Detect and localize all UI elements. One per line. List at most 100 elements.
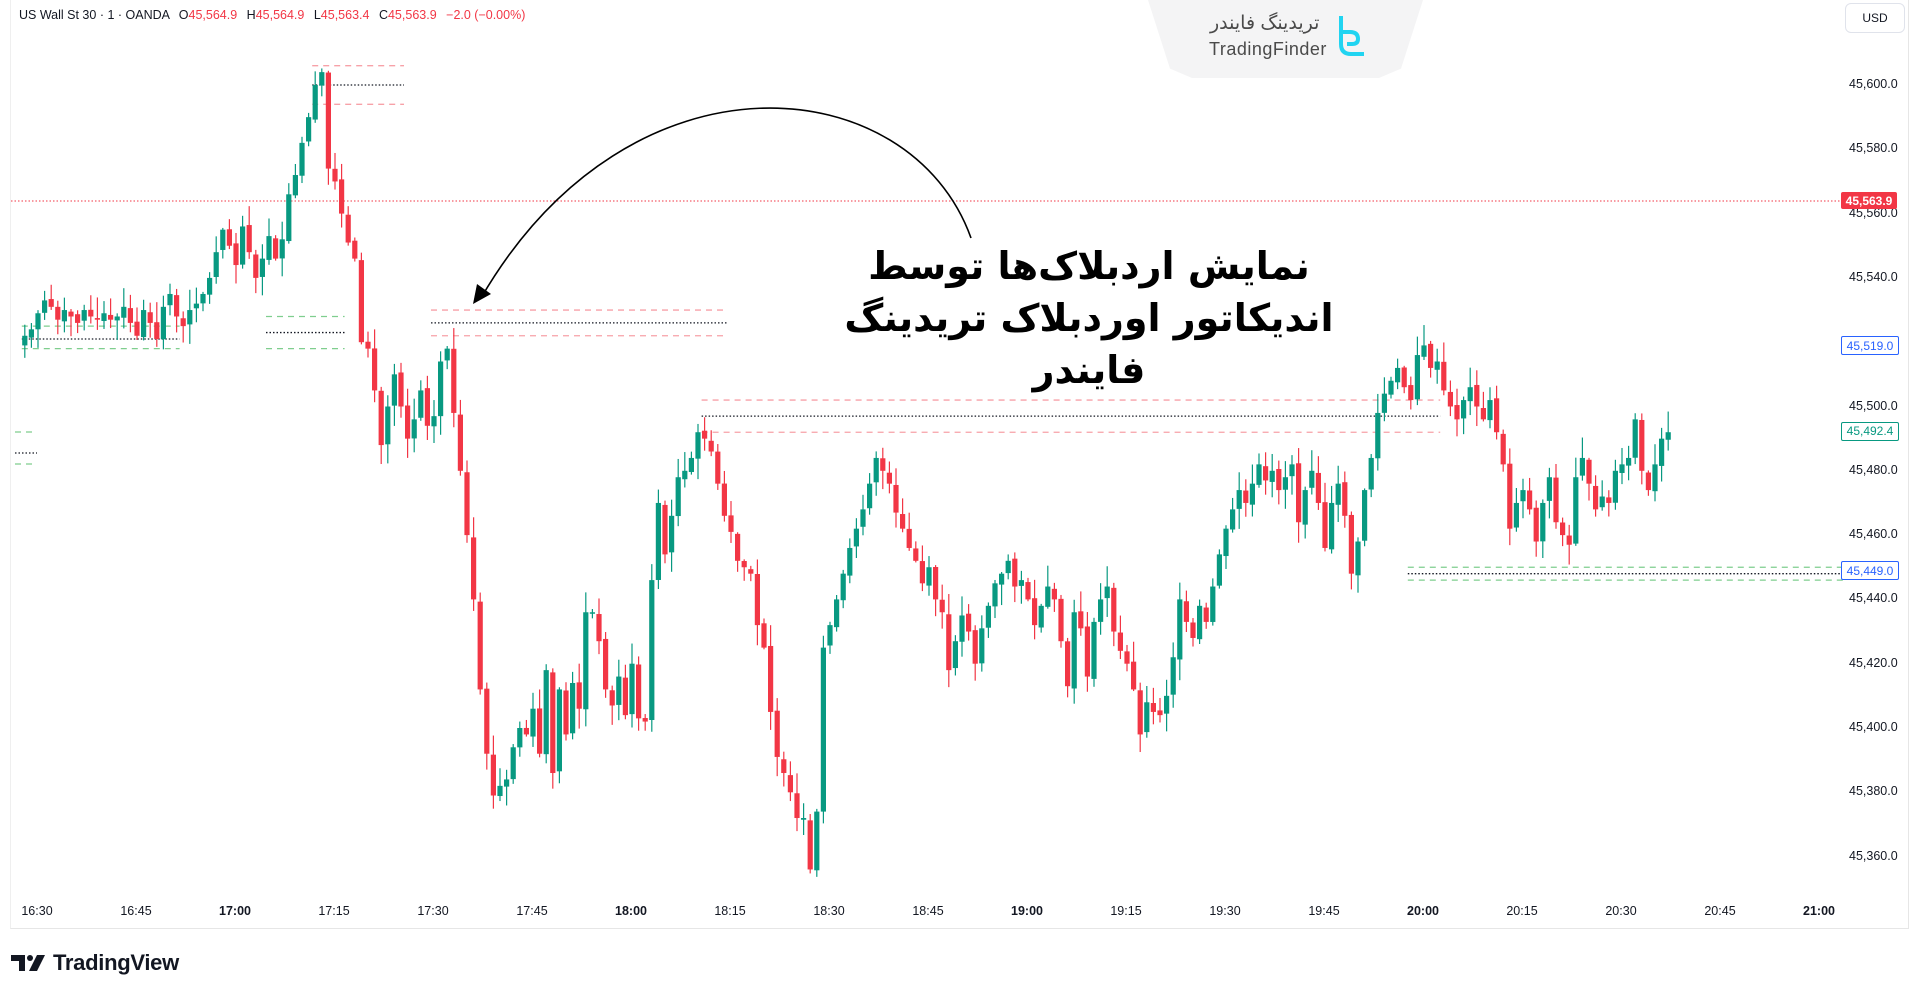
candle	[754, 559, 760, 646]
candle	[1065, 637, 1071, 698]
candle	[926, 556, 932, 596]
chart-pane[interactable]	[10, 0, 1909, 929]
time-tick: 19:45	[1308, 904, 1340, 918]
candle	[1586, 457, 1592, 501]
candle	[1421, 325, 1427, 360]
candle	[735, 532, 741, 572]
candle	[365, 331, 371, 358]
candle	[1315, 456, 1321, 510]
broker: OANDA	[125, 8, 170, 22]
bullish-order-block-partial	[15, 431, 37, 465]
time-tick: 20:15	[1506, 904, 1538, 918]
candle	[999, 572, 1005, 606]
symbol-name: US Wall St 30	[19, 8, 97, 22]
candle	[589, 608, 595, 619]
candle	[972, 625, 978, 681]
currency-button[interactable]: USD	[1845, 3, 1905, 33]
candle	[438, 351, 444, 435]
candle	[1032, 579, 1038, 640]
candle	[385, 395, 391, 464]
candle	[1071, 599, 1077, 704]
candle	[867, 473, 873, 515]
candle	[213, 236, 219, 284]
candle	[1467, 367, 1473, 416]
candle	[451, 328, 457, 428]
candle	[728, 501, 734, 543]
time-tick: 20:45	[1704, 904, 1736, 918]
candle	[939, 584, 945, 629]
candle	[391, 363, 397, 426]
candle	[675, 458, 681, 527]
candle	[411, 398, 417, 453]
candle	[1579, 437, 1585, 481]
candle	[114, 313, 120, 340]
candle	[1388, 376, 1394, 399]
candle	[570, 671, 576, 740]
annotation-text: نمایش اردبلاک‌ها توسط اندیکاتور اوردبلاک…	[800, 240, 1378, 396]
candle	[893, 468, 899, 528]
candle	[1289, 455, 1295, 495]
symbol-legend[interactable]: US Wall St 30 · 1 · OANDA O45,564.9 H45,…	[19, 8, 526, 22]
tradingfinder-logo-icon	[1339, 16, 1364, 56]
candle	[378, 386, 384, 465]
candle	[1434, 348, 1440, 384]
candle	[484, 682, 490, 770]
bullish-order-block[interactable]	[21, 325, 180, 350]
candle	[1302, 486, 1308, 539]
candlestick-plot[interactable]	[11, 0, 1908, 928]
candle	[147, 302, 153, 338]
candle	[1216, 549, 1222, 589]
price-tick: 45,480.0	[1849, 462, 1898, 477]
candle	[1197, 599, 1203, 644]
candle	[708, 430, 714, 457]
bullish-order-block[interactable]	[1407, 566, 1843, 581]
candle	[1480, 391, 1486, 422]
candle	[345, 206, 351, 246]
candle	[1183, 590, 1189, 633]
candle	[1454, 388, 1460, 437]
candle	[1058, 594, 1064, 648]
candle	[226, 219, 232, 250]
time-tick: 18:15	[714, 904, 746, 918]
candle	[279, 221, 285, 277]
time-tick: 16:30	[21, 904, 53, 918]
candle	[1276, 460, 1282, 505]
candle	[1223, 525, 1229, 570]
candle	[985, 602, 991, 638]
candle	[761, 618, 767, 650]
time-tick: 21:00	[1803, 904, 1835, 918]
price-tag: 45,492.4	[1841, 421, 1899, 441]
candle	[814, 808, 820, 877]
tradingview-logo[interactable]: TradingView	[11, 950, 179, 976]
annotation-line-1: نمایش اردبلاک‌ها توسط	[868, 244, 1310, 288]
candle	[1487, 387, 1493, 429]
candle	[1494, 385, 1500, 440]
candle	[127, 294, 133, 333]
candle	[748, 565, 754, 582]
candle	[352, 237, 358, 262]
price-tick: 45,400.0	[1849, 720, 1898, 734]
candle	[48, 284, 54, 310]
candle	[933, 565, 939, 617]
price-tick: 45,600.0	[1849, 77, 1898, 91]
candle	[1348, 511, 1354, 590]
candle	[1124, 644, 1130, 672]
close-value: 45,563.9	[387, 8, 437, 22]
bearish-order-block[interactable]	[431, 309, 728, 337]
candle	[596, 598, 602, 655]
candle	[1210, 578, 1216, 626]
candle	[1500, 429, 1506, 472]
candle	[721, 470, 727, 522]
candle	[1408, 376, 1414, 410]
bullish-order-block[interactable]	[266, 315, 345, 350]
candle	[886, 461, 892, 494]
candle	[952, 635, 958, 676]
candle	[946, 594, 952, 688]
candle	[715, 444, 721, 490]
candle	[286, 183, 292, 244]
bearish-order-block[interactable]	[701, 399, 1441, 433]
candle	[1461, 396, 1467, 435]
candle	[768, 625, 774, 730]
candle	[1441, 342, 1447, 396]
candle	[1078, 591, 1084, 636]
